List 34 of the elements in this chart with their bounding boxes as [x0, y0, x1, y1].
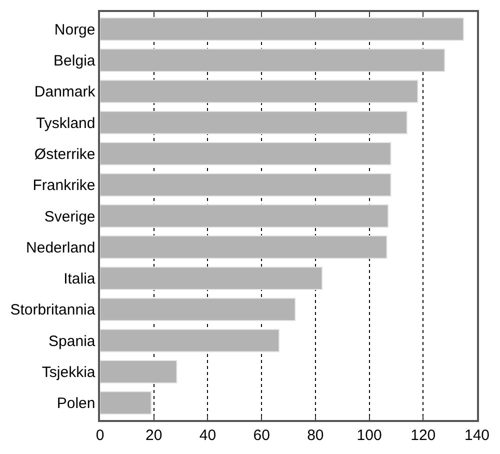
y-tick-label: Storbritannia: [10, 302, 96, 319]
bar: [100, 17, 464, 41]
y-tick-label: Østerrike: [34, 146, 96, 163]
x-tick-label: 100: [356, 426, 382, 444]
y-tick-label: Norge: [54, 21, 96, 38]
x-tick-label: 0: [96, 426, 104, 444]
y-tick-label: Polen: [56, 395, 96, 412]
y-tick-label: Danmark: [34, 84, 96, 101]
bar: [100, 360, 178, 384]
bar: [100, 204, 389, 228]
bar: [100, 173, 392, 197]
bar: [100, 328, 280, 352]
bar: [100, 48, 446, 72]
bar: [100, 298, 296, 322]
y-tick-label: Spania: [48, 332, 96, 350]
x-tick-label: 40: [199, 426, 216, 444]
y-tick-label: Sverige: [44, 208, 96, 226]
bar: [100, 80, 418, 104]
bar: [100, 142, 392, 166]
x-tick-label: 120: [410, 426, 436, 444]
bar: [100, 235, 388, 259]
x-tick-label: 140: [464, 426, 490, 444]
bar: [100, 110, 408, 134]
bar: [100, 391, 152, 415]
y-tick-label: Belgia: [54, 52, 96, 70]
x-tick-label: 20: [146, 426, 162, 444]
x-tick-label: 80: [307, 426, 324, 444]
y-tick-label: Tsjekkia: [42, 364, 96, 381]
x-tick-label: 60: [253, 426, 270, 444]
bar: [100, 266, 323, 290]
y-tick-label: Nederland: [26, 239, 96, 256]
y-tick-label: Frankrike: [32, 177, 96, 194]
y-tick-label: Italia: [64, 270, 96, 288]
y-tick-label: Tyskland: [36, 114, 96, 132]
